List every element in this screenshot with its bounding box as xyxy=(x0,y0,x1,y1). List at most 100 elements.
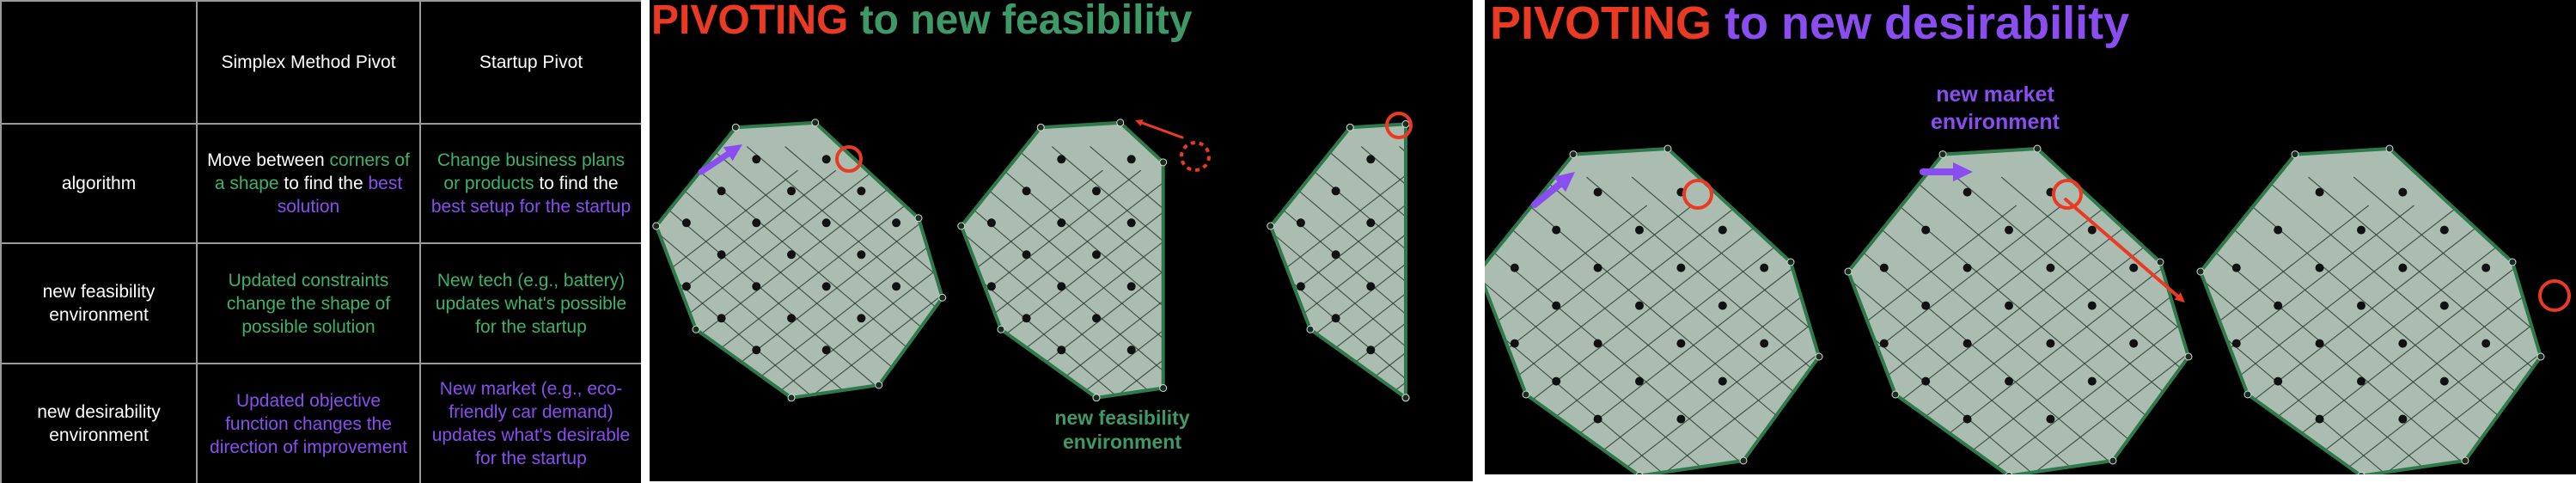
lattice-line xyxy=(1956,176,2188,474)
polytope-face xyxy=(2201,149,2541,474)
lattice-dot xyxy=(2315,414,2324,424)
cell-startup-algorithm: Change business plans or products to fin… xyxy=(419,123,641,244)
lattice-line xyxy=(2262,176,2541,474)
lattice-dot xyxy=(821,282,831,291)
lattice-dot xyxy=(2129,263,2139,272)
new-optimum-ring xyxy=(2538,279,2571,312)
cell-text-segment: corners of a shape xyxy=(214,150,410,193)
cell-simplex-desirability: Updated objective function changes the d… xyxy=(196,363,421,483)
lattice-dot xyxy=(1092,250,1101,260)
lattice-dot xyxy=(1331,250,1340,260)
lattice-line xyxy=(1399,169,1406,398)
vertex-dot xyxy=(2109,456,2117,465)
desirability-title-pivoting: PIVOTING xyxy=(1490,0,1712,49)
cell-text-segment: best setup for the startup xyxy=(430,197,632,217)
lattice-dot xyxy=(681,218,691,228)
lattice-line xyxy=(656,169,798,398)
constraint-arrow-head xyxy=(1135,119,1144,126)
lattice-line xyxy=(1322,146,1406,398)
cell-text-segment: Move between xyxy=(207,150,330,170)
optimum-ring xyxy=(1682,179,1713,210)
lattice-line xyxy=(2201,176,2506,474)
lattice-dot xyxy=(1057,345,1066,355)
lattice-dot xyxy=(1366,218,1376,228)
lattice-dot xyxy=(1366,282,1376,291)
lattice-line xyxy=(961,169,1163,398)
vertex-dot xyxy=(1306,325,1315,333)
lattice-dot xyxy=(2315,263,2324,272)
lattice-dot xyxy=(1366,345,1376,355)
lattice-dot xyxy=(1331,314,1340,323)
lattice-dot xyxy=(1718,301,1727,310)
cell-simplex-feasibility: Updated constraints change the shape of … xyxy=(196,242,421,364)
polytope xyxy=(2196,144,2545,474)
lattice-dot xyxy=(1635,301,1644,310)
optimum-ring xyxy=(835,145,863,173)
lattice-line xyxy=(2308,205,2541,474)
lattice-dot xyxy=(2357,225,2365,235)
lattice-line xyxy=(2353,176,2541,474)
polytope-edge xyxy=(1268,122,1407,400)
lattice-line xyxy=(1013,146,1163,398)
lattice-dot xyxy=(1126,282,1136,291)
vertex-dot xyxy=(957,222,966,230)
lattice-dot xyxy=(857,250,866,260)
vertex-dot xyxy=(1036,123,1045,131)
lattice-dot xyxy=(1022,250,1031,260)
lattice-line xyxy=(1485,205,1738,474)
lattice-dot xyxy=(1963,414,1972,424)
vertex-dot xyxy=(2291,150,2299,159)
lattice-dot xyxy=(1879,263,1889,272)
vertex-dot xyxy=(1159,158,1168,167)
lattice-dot xyxy=(2357,376,2365,386)
lattice-dot xyxy=(1921,376,1931,386)
vertex-dot xyxy=(2005,472,2013,474)
lattice-dot xyxy=(752,282,761,291)
vertex-dot xyxy=(2536,352,2545,361)
lattice-line xyxy=(2000,205,2188,474)
lattice-dot xyxy=(681,282,691,291)
lattice-dot xyxy=(2398,187,2408,197)
lattice-line xyxy=(961,169,1103,398)
lattice-dot xyxy=(2087,225,2097,235)
vertex-dot xyxy=(1116,119,1125,127)
table-row: algorithm Move between corners of a shap… xyxy=(0,123,641,244)
lattice-dot xyxy=(892,218,901,228)
lattice-dot xyxy=(1510,339,1519,348)
lattice-dot xyxy=(1092,314,1101,323)
objective-arrow xyxy=(698,147,736,175)
vertex-dot xyxy=(875,381,883,389)
lattice-dot xyxy=(1963,187,1972,197)
feasibility-panel: PIVOTING to new feasibility new feasibil… xyxy=(650,0,1473,481)
lattice-dot xyxy=(821,155,831,164)
lattice-dot xyxy=(1593,263,1602,272)
lattice-dot xyxy=(1331,186,1340,196)
vertex-dot xyxy=(938,293,947,302)
desirability-diagram xyxy=(1485,144,2571,474)
lattice-line xyxy=(656,169,913,398)
lattice-line xyxy=(1586,176,1819,474)
vertex-dot xyxy=(2033,144,2042,153)
cell-text-segment: Updated objective function changes the d… xyxy=(210,390,407,457)
lattice-dot xyxy=(787,186,796,196)
lattice-dot xyxy=(717,314,726,323)
lattice-dot xyxy=(1718,225,1727,235)
vertex-dot xyxy=(1159,383,1168,392)
polytope-face xyxy=(656,122,943,398)
vertex-dot xyxy=(2196,267,2205,276)
vertex-dot xyxy=(1739,456,1748,465)
lattice-dot xyxy=(1510,263,1519,272)
polytope-face xyxy=(961,122,1163,398)
lattice-dot xyxy=(1921,225,1931,235)
vertex-dot xyxy=(1786,258,1795,266)
lattice-dot xyxy=(2315,339,2324,348)
lattice-dot xyxy=(1296,218,1305,228)
lattice-dot xyxy=(2398,414,2408,424)
lattice-line xyxy=(1270,169,1406,398)
vertex-dot xyxy=(2461,456,2469,465)
comparison-table: Simplex Method Pivot Startup Pivot algor… xyxy=(0,0,641,483)
lattice-line xyxy=(1848,205,2153,474)
cell-startup-feasibility: New tech (e.g., battery) updates what's … xyxy=(419,242,641,364)
lattice-line xyxy=(1270,169,1406,398)
vertex-dot xyxy=(914,214,923,223)
